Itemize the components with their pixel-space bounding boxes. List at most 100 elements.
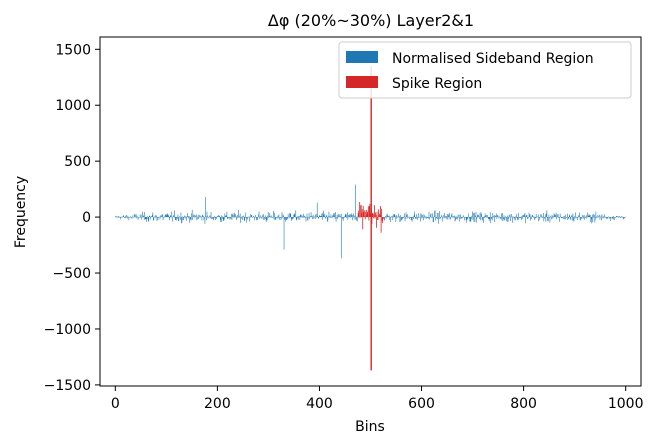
- sideband-bar: [568, 217, 570, 220]
- spike-bar: [359, 202, 361, 218]
- sideband-bar: [474, 212, 475, 218]
- sideband-bar: [436, 212, 438, 218]
- sideband-bar: [247, 217, 249, 218]
- sideband-bar: [242, 216, 244, 218]
- sideband-bar: [526, 214, 527, 218]
- sideband-bar: [551, 217, 552, 220]
- sideband-bar: [586, 215, 587, 218]
- sideband-bar: [446, 217, 448, 220]
- sideband-bar: [173, 216, 175, 218]
- sideband-bar: [434, 210, 436, 218]
- sideband-bar: [454, 217, 456, 222]
- sideband-bar: [149, 215, 150, 218]
- sideband-bar: [264, 217, 265, 218]
- sideband-bar: [385, 217, 387, 219]
- sideband-bar: [552, 215, 554, 218]
- sideband-bar: [241, 216, 243, 218]
- sideband-bar: [329, 216, 331, 218]
- sideband-bar: [239, 213, 241, 218]
- sideband-bar: [398, 216, 400, 218]
- chart-title: Δφ (20%~30%) Layer2&1: [268, 11, 474, 30]
- sideband-bar: [204, 216, 205, 218]
- sideband-bar: [137, 217, 139, 221]
- sideband-bar: [436, 217, 437, 218]
- sideband-bar: [119, 217, 121, 218]
- sideband-bar: [422, 217, 424, 218]
- sideband-bar: [609, 217, 610, 218]
- sideband-bar: [261, 216, 263, 218]
- sideband-bar: [455, 217, 456, 221]
- sideband-bar: [603, 217, 605, 218]
- sideband-bar: [121, 217, 123, 218]
- sideband-bar: [617, 216, 618, 218]
- sideband-bar: [129, 217, 130, 218]
- sideband-bar: [621, 215, 623, 218]
- sideband-bar: [454, 215, 455, 218]
- sideband-bar: [502, 213, 503, 218]
- spike-bar: [369, 203, 371, 218]
- sideband-bar: [615, 215, 617, 218]
- y-tick-label: −1000: [44, 322, 91, 338]
- sideband-bar: [570, 217, 572, 221]
- sideband-bar: [142, 211, 143, 218]
- sideband-bar: [461, 217, 463, 219]
- sideband-bar: [527, 217, 528, 220]
- sideband-bar: [414, 211, 415, 218]
- sideband-bar: [503, 215, 505, 218]
- sideband-bar: [298, 216, 300, 218]
- sideband-bar: [623, 217, 625, 219]
- sideband-bar: [403, 217, 404, 218]
- spike-bar: [378, 209, 379, 218]
- spike-bar: [373, 214, 375, 218]
- sideband-bar: [131, 217, 133, 219]
- sideband-bar: [395, 215, 396, 218]
- x-axis-ticks: 0 200 400 600 800 1000: [111, 386, 644, 412]
- sideband-bar: [385, 216, 386, 218]
- sideband-bar: [439, 211, 440, 218]
- sideband-bar: [461, 217, 462, 219]
- sideband-bar: [622, 217, 623, 218]
- sideband-bar: [539, 217, 541, 218]
- sideband-bar: [465, 216, 467, 218]
- sideband-bar: [458, 217, 459, 218]
- sideband-bar: [136, 217, 137, 219]
- sideband-bar: [124, 217, 126, 218]
- spike-bar: [371, 217, 373, 225]
- sideband-bar: [336, 215, 338, 218]
- sideband-bar: [250, 216, 252, 218]
- sideband-bar: [579, 212, 580, 218]
- sideband-bar: [300, 214, 301, 218]
- sideband-bar: [251, 214, 253, 218]
- sideband-bar: [311, 216, 313, 218]
- y-axis-label: Frequency: [13, 176, 29, 248]
- sideband-bar: [301, 214, 303, 218]
- sideband-bar: [511, 216, 513, 218]
- sideband-bar: [349, 214, 351, 218]
- sideband-bar: [267, 215, 268, 218]
- sideband-bar: [224, 217, 225, 220]
- sideband-bar: [512, 216, 514, 218]
- sideband-bar: [336, 217, 337, 218]
- sideband-bar: [564, 217, 566, 220]
- sideband-bar: [346, 214, 348, 218]
- sideband-bar: [507, 217, 509, 222]
- sideband-bar: [509, 216, 510, 218]
- sideband-bar: [496, 213, 497, 218]
- sideband-bar: [389, 217, 390, 220]
- sideband-bar: [577, 217, 578, 221]
- sideband-bar: [547, 217, 549, 218]
- sideband-bar: [146, 217, 148, 222]
- sideband-bar: [541, 216, 543, 218]
- sideband-bar: [442, 215, 444, 218]
- legend-swatch-sideband: [346, 51, 378, 63]
- sideband-bar: [313, 217, 314, 219]
- sideband-bar: [397, 217, 399, 218]
- sideband-bar: [448, 214, 450, 218]
- sideband-bar: [612, 215, 614, 218]
- sideband-bar: [424, 217, 426, 219]
- sideband-bar: [566, 216, 568, 218]
- sideband-bar: [118, 215, 119, 218]
- sideband-bar: [460, 214, 461, 218]
- sideband-bar: [395, 217, 397, 223]
- sideband-bar: [332, 215, 333, 218]
